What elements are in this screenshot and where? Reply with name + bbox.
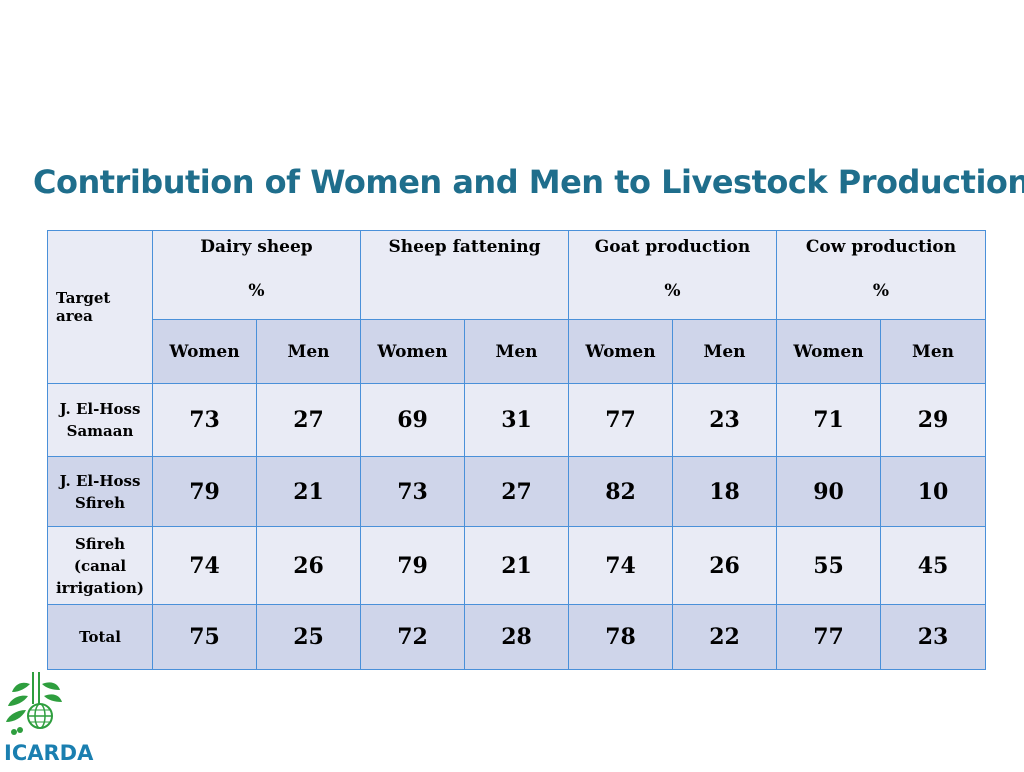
- row-label-line: Sfireh: [74, 493, 126, 512]
- group-name: Goat production: [594, 237, 751, 257]
- group-header-cow-production: Cow production %: [776, 230, 986, 320]
- table-row: J. El-Hoss Sfireh 79 21 73 27 82 18 90 1…: [47, 456, 986, 527]
- value-cell: 82: [568, 456, 673, 527]
- value-cell: 79: [360, 526, 465, 605]
- page-title: Contribution of Women and Men to Livesto…: [33, 163, 1024, 201]
- value-cell: 74: [568, 526, 673, 605]
- livestock-contribution-table: Target area Dairy sheep % Sheep fattenin…: [47, 230, 986, 670]
- value-cell: 78: [568, 604, 673, 670]
- group-unit: %: [872, 281, 890, 301]
- row-label-line: Samaan: [66, 422, 134, 440]
- value-cell: 10: [880, 456, 986, 527]
- row-label-sfireh-canal-irrigation: Sfireh (canal irrigation): [47, 526, 153, 605]
- value-cell: 23: [672, 383, 777, 457]
- icarda-logo: [0, 670, 110, 768]
- wheat-globe-logo-icon: [6, 672, 62, 735]
- value-cell: 69: [360, 383, 465, 457]
- value-cell: 26: [256, 526, 361, 605]
- row-label-j-el-hoss-samaan: J. El-Hoss Samaan: [47, 383, 153, 457]
- value-cell: 73: [360, 456, 465, 527]
- table-row: Sfireh (canal irrigation) 74 26 79 21 74…: [47, 526, 986, 605]
- value-cell: 74: [152, 526, 257, 605]
- row-label-line: J. El-Hoss: [59, 400, 141, 418]
- value-cell: 18: [672, 456, 777, 527]
- table-row-total: Total 75 25 72 28 78 22 77 23: [47, 604, 986, 670]
- value-cell: 79: [152, 456, 257, 527]
- subheader-men: Men: [256, 319, 361, 384]
- subheader-women: Women: [776, 319, 881, 384]
- value-cell: 21: [256, 456, 361, 527]
- value-cell: 22: [672, 604, 777, 670]
- subheader-women: Women: [152, 319, 257, 384]
- value-cell: 25: [256, 604, 361, 670]
- logo-text: ICARDA: [4, 741, 94, 765]
- group-unit: %: [248, 281, 265, 301]
- group-header-goat-production: Goat production %: [568, 230, 777, 320]
- header-row-sex: Women Men Women Men Women Men Women Men: [48, 319, 986, 384]
- group-name: Sheep fattening: [388, 237, 541, 257]
- value-cell: 75: [152, 604, 257, 670]
- value-cell: 21: [464, 526, 569, 605]
- value-cell: 90: [776, 456, 881, 527]
- group-name: Dairy sheep: [200, 237, 313, 257]
- value-cell: 45: [880, 526, 986, 605]
- value-cell: 77: [568, 383, 673, 457]
- row-label-j-el-hoss-sfireh: J. El-Hoss Sfireh: [47, 456, 153, 527]
- value-cell: 72: [360, 604, 465, 670]
- value-cell: 77: [776, 604, 881, 670]
- header-row-groups: Target area Dairy sheep % Sheep fattenin…: [47, 230, 986, 384]
- row-label-line: irrigation): [55, 578, 145, 597]
- value-cell: 73: [152, 383, 257, 457]
- subheader-men: Men: [464, 319, 569, 384]
- value-cell: 71: [776, 383, 881, 457]
- value-cell: 55: [776, 526, 881, 605]
- value-cell: 26: [672, 526, 777, 605]
- row-label-line: Sfireh: [74, 534, 126, 553]
- table-row: J. El-Hoss Samaan 73 27 69 31 77 23 71 2…: [47, 383, 986, 457]
- subheader-women: Women: [360, 319, 465, 384]
- value-cell: 23: [880, 604, 986, 670]
- row-label-line: (canal: [73, 556, 127, 575]
- row-label-line: J. El-Hoss: [59, 471, 141, 490]
- target-area-header: Target area: [47, 230, 153, 384]
- value-cell: 27: [464, 456, 569, 527]
- group-name: Cow production: [805, 237, 957, 257]
- subheader-men: Men: [880, 319, 986, 384]
- subheader-women: Women: [568, 319, 673, 384]
- group-header-dairy-sheep: Dairy sheep %: [152, 230, 361, 320]
- group-header-sheep-fattening: Sheep fattening: [360, 230, 569, 320]
- subheader-men: Men: [672, 319, 777, 384]
- group-unit: %: [664, 281, 681, 301]
- value-cell: 29: [880, 383, 986, 457]
- value-cell: 27: [256, 383, 361, 457]
- value-cell: 28: [464, 604, 569, 670]
- row-label-total: Total: [47, 604, 153, 670]
- value-cell: 31: [464, 383, 569, 457]
